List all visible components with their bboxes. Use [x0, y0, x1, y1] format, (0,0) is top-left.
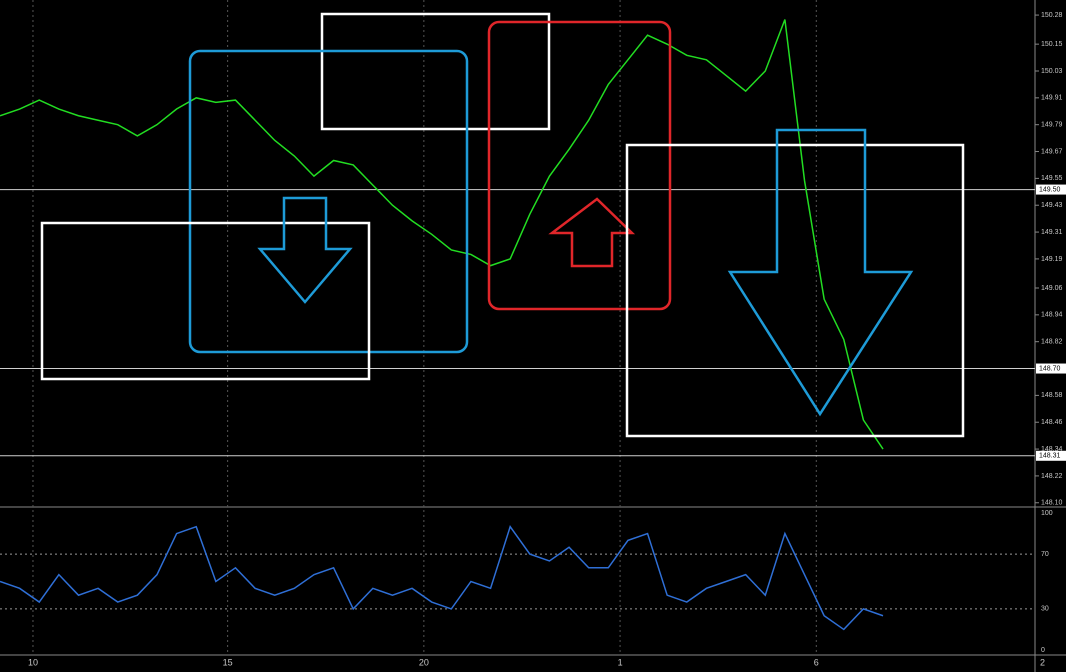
- y-tick-label: 148.10: [1041, 500, 1063, 507]
- annotations: [40, 12, 965, 438]
- indicator-tick-label: 100: [1041, 510, 1053, 517]
- y-tick-label: 149.55: [1041, 175, 1063, 182]
- y-tick-label: 148.94: [1041, 312, 1063, 319]
- white-box: [40, 221, 371, 381]
- y-tick-label: 148.34: [1041, 446, 1063, 453]
- price-label-box: [1036, 450, 1066, 461]
- indicator-tick-label: 30: [1041, 606, 1049, 613]
- x-tick-label: 2: [1040, 657, 1045, 667]
- indicator-tick-label: 0: [1041, 647, 1045, 654]
- down-arrow: [257, 196, 353, 304]
- y-tick-label: 149.91: [1041, 95, 1063, 102]
- white-box: [320, 12, 551, 131]
- y-tick-label: 149.19: [1041, 256, 1063, 263]
- x-tick-label: 15: [223, 657, 233, 667]
- price-label: 148.70: [1039, 365, 1061, 372]
- x-tick-label: 1: [618, 657, 623, 667]
- y-tick-label: 148.58: [1041, 392, 1063, 399]
- price-label-box: [1036, 363, 1066, 374]
- blue-box: [188, 49, 469, 354]
- x-tick-label: 6: [814, 657, 819, 667]
- indicator-line: [0, 525, 884, 631]
- y-tick-label: 149.06: [1041, 285, 1063, 292]
- y-tick-label: 148.46: [1041, 419, 1063, 426]
- y-tick-label: 149.31: [1041, 229, 1063, 236]
- y-tick-label: 149.67: [1041, 148, 1063, 155]
- price-label: 148.31: [1039, 453, 1061, 460]
- indicator-tick-label: 70: [1041, 551, 1049, 558]
- y-tick-label: 149.43: [1041, 202, 1063, 209]
- x-tick-label: 10: [28, 657, 38, 667]
- big-down-arrow: [727, 128, 914, 417]
- price-label: 149.50: [1039, 186, 1061, 193]
- price-line-series: [0, 19, 884, 450]
- y-tick-label: 150.15: [1041, 41, 1063, 48]
- y-tick-label: 148.22: [1041, 473, 1063, 480]
- y-tick-label: 150.28: [1041, 12, 1063, 19]
- up-arrow: [548, 197, 636, 268]
- white-box: [625, 143, 965, 438]
- y-tick-label: 149.79: [1041, 122, 1063, 129]
- y-tick-label: 150.03: [1041, 68, 1063, 75]
- red-box: [487, 20, 672, 311]
- price-label-box: [1036, 184, 1066, 195]
- y-tick-label: 148.82: [1041, 339, 1063, 346]
- x-tick-label: 20: [419, 657, 429, 667]
